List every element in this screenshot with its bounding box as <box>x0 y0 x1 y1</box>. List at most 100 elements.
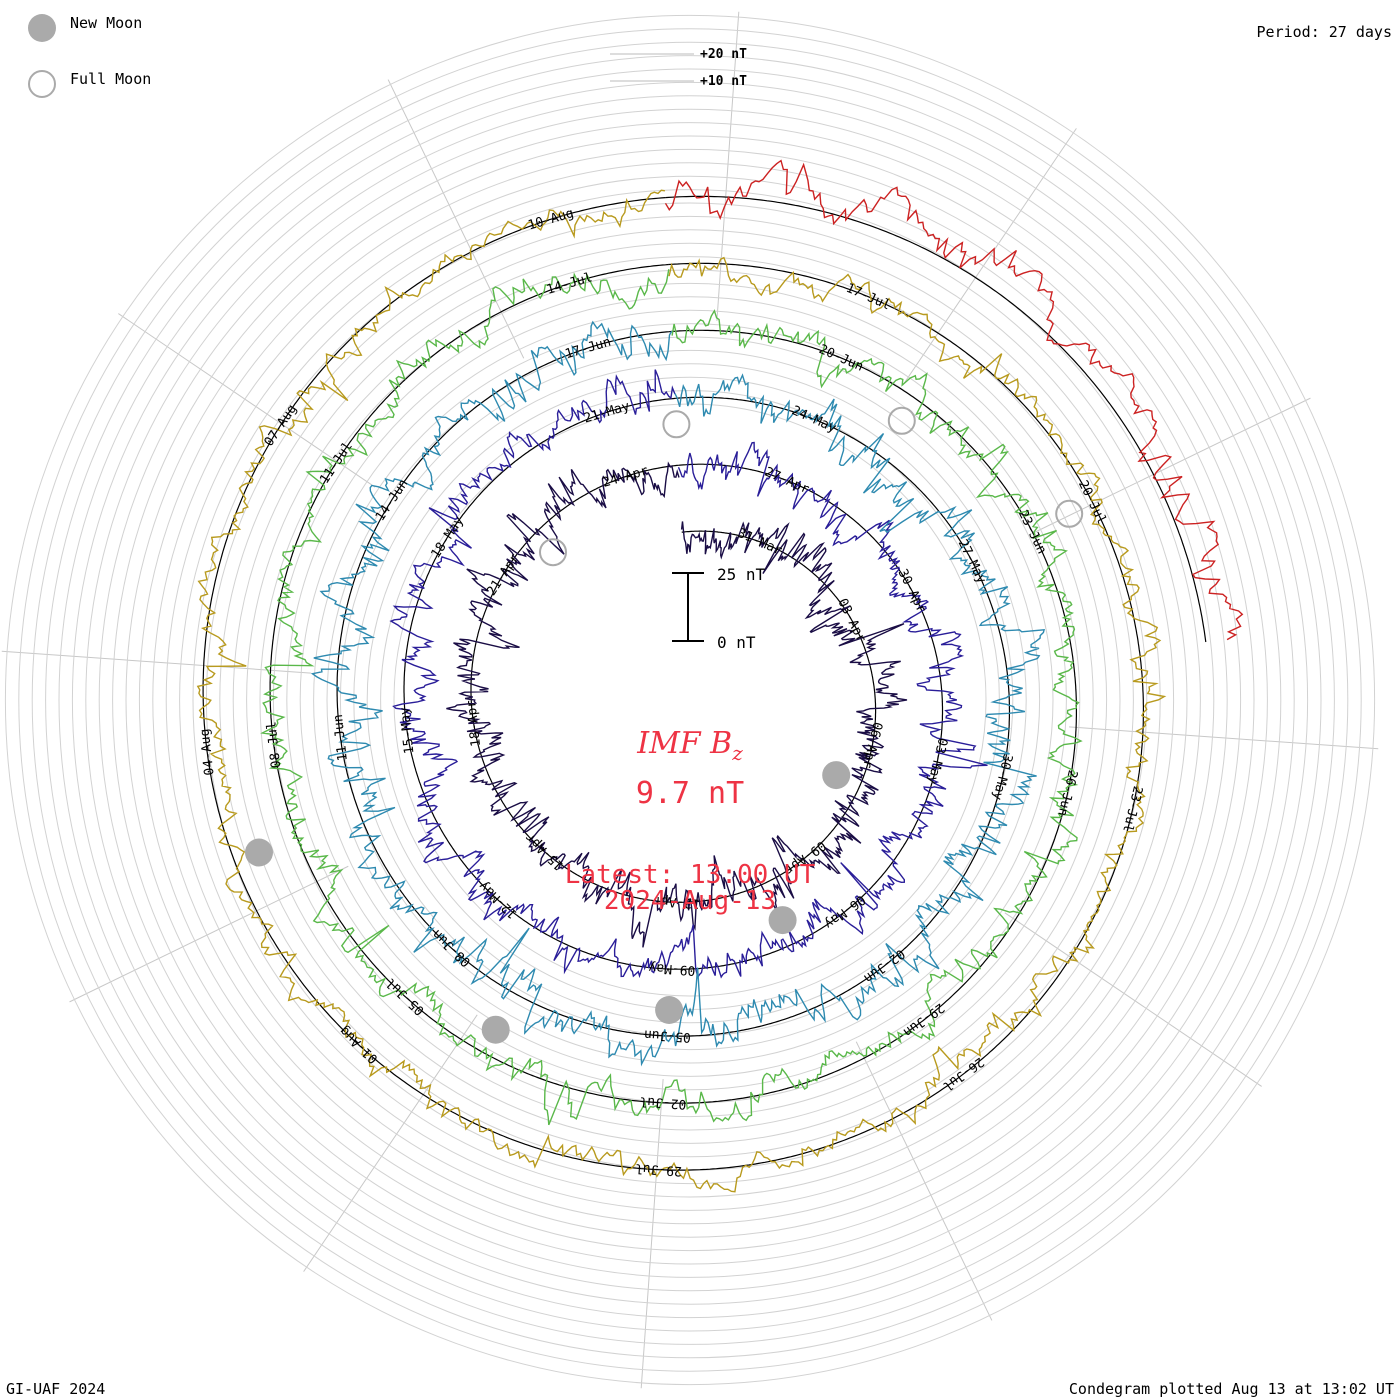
full-moon-marker <box>887 406 916 435</box>
zero-baseline <box>269 263 1077 1104</box>
grid-ring <box>326 336 1054 1064</box>
legend-new-moon-label: New Moon <box>70 14 143 32</box>
date-tick-label: 30-Apr <box>895 567 929 616</box>
new-moon-marker <box>822 761 851 790</box>
date-tick-label: 11-Jun <box>331 714 351 762</box>
reference-label: +20 nT <box>700 47 747 62</box>
bz-trace <box>260 269 1083 1126</box>
grid-ring <box>286 296 1094 1104</box>
moon-phase-layer <box>245 406 1084 1044</box>
bz-trace <box>446 461 908 948</box>
date-tick-label: 05-Jul <box>383 975 427 1018</box>
radial-spoke <box>303 1014 478 1272</box>
date-tick-label: 18-Apr <box>464 699 484 747</box>
bz-trace <box>196 189 1167 1193</box>
grid-ring <box>165 175 1215 1225</box>
new-moon-icon <box>28 14 56 42</box>
grid-ring <box>299 309 1081 1091</box>
grid-ring <box>152 162 1228 1238</box>
date-tick-label: 24-Apr <box>601 463 650 491</box>
radial-spoke <box>1069 726 1379 750</box>
date-tick-label: 18-May <box>428 514 467 562</box>
bz-trace <box>664 159 1244 641</box>
radial-spoke <box>1 650 311 674</box>
new-moon-marker <box>245 838 273 867</box>
bz-trace <box>310 320 1046 1067</box>
date-tick-label: 03-Apr <box>834 596 868 645</box>
date-tick-label: 26-Jun <box>1054 768 1080 817</box>
grid-ring <box>246 256 1134 1144</box>
grid-ring <box>4 14 1376 1386</box>
scale-top-label: 25 nT <box>717 565 766 584</box>
date-tick-label: 12-Apr <box>652 893 700 911</box>
new-moon-marker <box>481 1015 510 1044</box>
zero-baseline <box>403 397 944 970</box>
chart-title: IMF Bz <box>637 726 743 765</box>
credit-label: GI-UAF 2024 <box>6 1380 106 1398</box>
new-moon-marker <box>655 996 684 1024</box>
radial-spoke <box>902 128 1077 386</box>
date-tick-label: 15-Apr <box>523 829 567 872</box>
scale-bar: 25 nT 0 nT <box>672 565 766 652</box>
radial-spoke <box>118 313 376 488</box>
period-label: Period: 27 days <box>1256 23 1392 41</box>
full-moon-icon <box>28 70 56 98</box>
grid-ring <box>125 135 1255 1265</box>
grid-ring <box>31 41 1349 1359</box>
grid-ring <box>393 403 987 997</box>
current-value: 9.7 nT <box>635 776 745 811</box>
bz-trace <box>389 369 988 979</box>
grid-ring <box>339 349 1041 1051</box>
date-tick-label: 04-Aug <box>198 728 218 776</box>
grid-ring <box>71 81 1309 1319</box>
radial-spoke <box>1004 912 1262 1087</box>
date-tick-label: 08-Jul <box>264 721 284 769</box>
date-tick-label: 17-Jun <box>563 335 612 363</box>
grid-ring <box>313 323 1067 1077</box>
radial-spoke <box>69 865 349 1003</box>
date-tick-label: 01-Aug <box>337 1023 381 1066</box>
grid-ring <box>272 282 1108 1118</box>
radial-spoke <box>855 1041 993 1321</box>
radial-spoke <box>1031 397 1311 535</box>
grid-ring <box>112 122 1268 1278</box>
zero-baseline <box>665 195 1207 643</box>
grid-ring <box>192 202 1188 1198</box>
date-tick-label: 14-Jul <box>545 270 594 298</box>
plotted-label: Condegram plotted Aug 13 at 13:02 UT <box>1068 1380 1394 1398</box>
grid-ring <box>179 189 1201 1211</box>
new-moon-marker <box>768 906 797 935</box>
grid-ring <box>58 68 1322 1332</box>
grid-ring <box>219 229 1161 1171</box>
date-tick-label: 02-Jul <box>639 1093 687 1111</box>
full-moon-marker <box>539 538 567 567</box>
date-tick-label: 29-Jul <box>635 1160 683 1178</box>
grid-ring <box>18 28 1362 1372</box>
traces-layer <box>196 159 1244 1193</box>
reference-label: +10 nT <box>700 74 747 89</box>
grid-ring <box>259 269 1121 1131</box>
chart-title-subscript: z <box>732 741 743 765</box>
date-tick-label: 09-May <box>648 960 696 978</box>
latest-time-label: Latest: 13:00 UT <box>564 860 816 890</box>
grid-ring <box>232 242 1148 1158</box>
date-tick-label: 15-May <box>398 706 418 754</box>
radial-spoke <box>640 1079 664 1389</box>
latest-date-label: 2024-Aug-13 <box>603 886 777 916</box>
reference-labels-layer: +20 nT +10 nT <box>610 47 747 89</box>
grid-ring <box>205 215 1175 1185</box>
chart-title-main: IMF B <box>637 726 733 761</box>
full-moon-marker <box>1055 499 1084 528</box>
date-tick-label: 05-Jun <box>644 1026 692 1044</box>
radial-spoke <box>387 79 525 359</box>
legend-full-moon-label: Full Moon <box>70 70 152 88</box>
grid-ring <box>98 108 1282 1292</box>
full-moon-marker <box>662 410 691 439</box>
grid-ring <box>138 148 1242 1252</box>
date-tick-label: 08-Jun <box>430 926 474 969</box>
scale-bottom-label: 0 nT <box>717 633 756 652</box>
grid-ring <box>85 95 1295 1305</box>
radial-spoke <box>716 11 740 321</box>
date-tick-label: 03-May <box>924 736 950 785</box>
